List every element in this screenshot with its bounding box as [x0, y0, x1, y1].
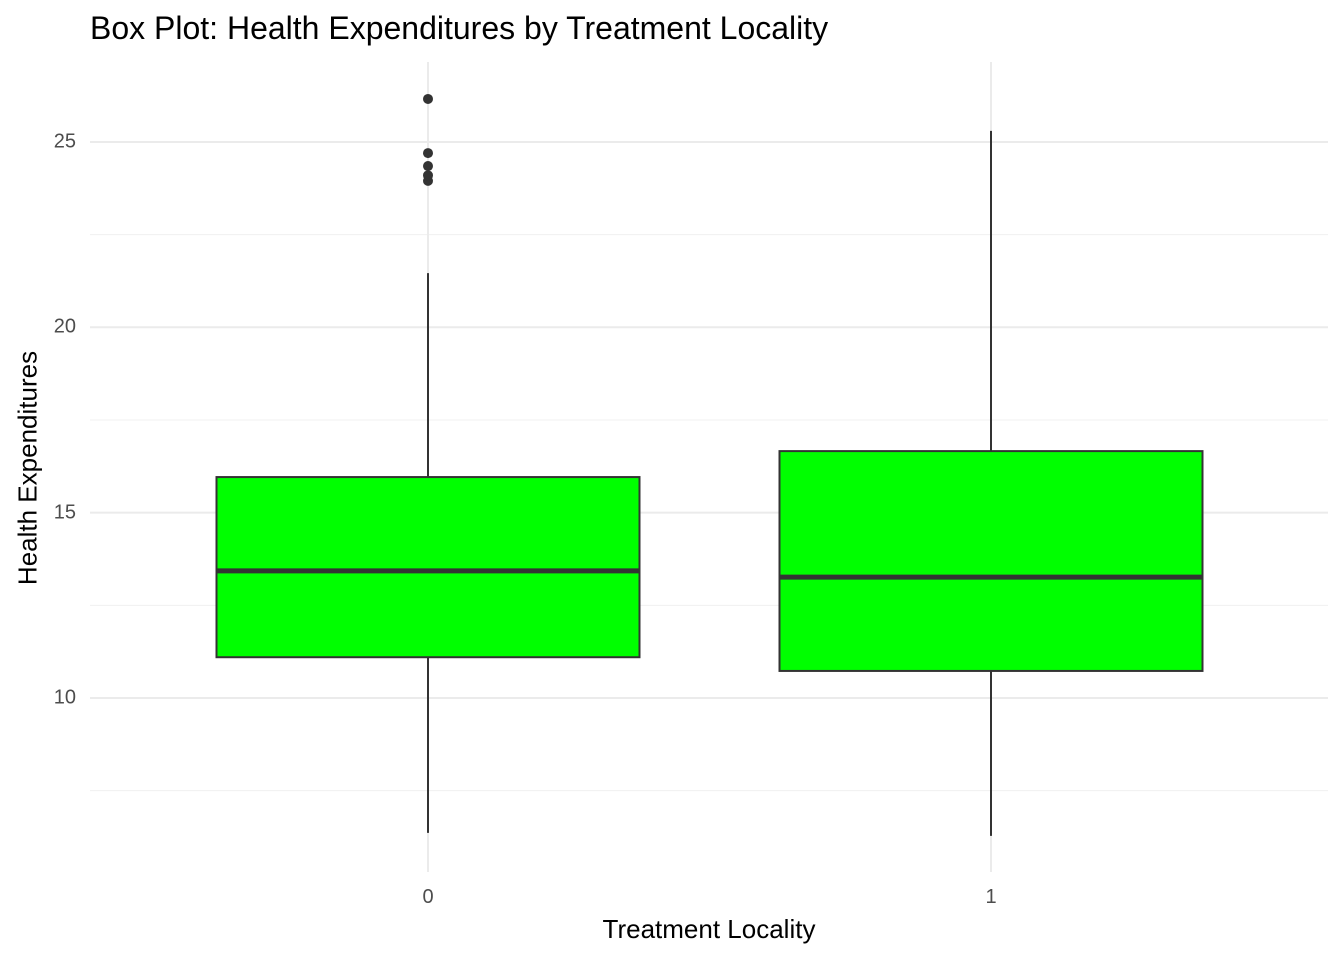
y-tick-label: 20 — [53, 315, 76, 338]
x-tick-label: 1 — [985, 886, 997, 908]
outlier-point — [423, 148, 433, 159]
box-iqr — [778, 450, 1204, 672]
y-tick-label: 15 — [53, 501, 76, 524]
box-iqr — [215, 476, 641, 659]
x-tick-label: 0 — [422, 886, 434, 908]
y-tick-label: 10 — [53, 686, 76, 709]
box-group-0 — [215, 93, 641, 833]
chart-title: Box Plot: Health Expenditures by Treatme… — [90, 10, 829, 46]
y-axis-label: Health Expenditures — [12, 350, 43, 586]
outlier-point — [423, 93, 433, 104]
outlier-point — [423, 161, 433, 172]
x-axis-label: Treatment Locality — [602, 914, 816, 944]
box-group-1 — [778, 130, 1204, 836]
y-tick-label: 25 — [53, 130, 76, 153]
outlier-point — [423, 170, 433, 181]
box-series — [215, 93, 1204, 836]
